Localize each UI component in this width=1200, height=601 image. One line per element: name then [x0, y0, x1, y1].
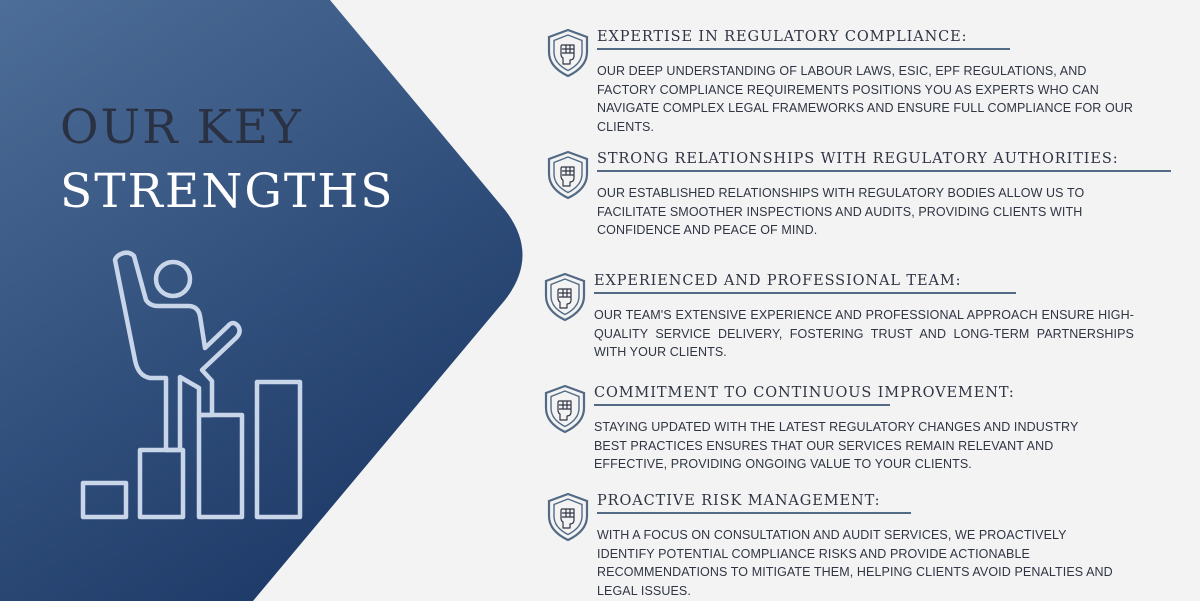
- title-underline: [597, 512, 911, 514]
- title-underline: [597, 170, 1171, 172]
- title-underline: [594, 404, 890, 406]
- fist-shield-icon: [547, 492, 589, 542]
- strength-title: STRONG RELATIONSHIPS WITH REGULATORY AUT…: [597, 151, 1119, 167]
- strength-item: EXPERTISE IN REGULATORY COMPLIANCE: OUR …: [547, 28, 1167, 134]
- strength-title: EXPERTISE IN REGULATORY COMPLIANCE:: [597, 29, 968, 45]
- title-underline: [597, 48, 1010, 50]
- strength-description: STAYING UPDATED WITH THE LATEST REGULATO…: [594, 420, 1079, 471]
- strength-item: COMMITMENT TO CONTINUOUS IMPROVEMENT: ST…: [544, 384, 1164, 474]
- strength-item: PROACTIVE RISK MANAGEMENT: WITH A FOCUS …: [547, 492, 1167, 598]
- strength-description: OUR DEEP UNDERSTANDING OF LABOUR LAWS, E…: [597, 64, 1134, 134]
- title-line-1: OUR KEY: [60, 100, 303, 155]
- strength-description: WITH A FOCUS ON CONSULTATION AND AUDIT S…: [597, 528, 1113, 598]
- title-underline: [594, 292, 1016, 294]
- fist-shield-icon: [547, 150, 589, 200]
- strength-description: OUR ESTABLISHED RELATIONSHIPS WITH REGUL…: [597, 186, 1085, 237]
- strength-item: EXPERIENCED AND PROFESSIONAL TEAM: OUR T…: [544, 272, 1164, 362]
- strength-description: OUR TEAM'S EXTENSIVE EXPERIENCE AND PROF…: [594, 308, 1134, 359]
- title-line-2: STRENGTHS: [60, 164, 395, 219]
- fist-shield-icon: [544, 384, 586, 434]
- strength-title: PROACTIVE RISK MANAGEMENT:: [597, 493, 881, 509]
- strength-item: STRONG RELATIONSHIPS WITH REGULATORY AUT…: [547, 150, 1171, 240]
- fist-shield-icon: [544, 272, 586, 322]
- fist-shield-icon: [547, 28, 589, 78]
- page-title: OUR KEY STRENGTHS: [60, 96, 394, 224]
- strength-title: COMMITMENT TO CONTINUOUS IMPROVEMENT:: [594, 385, 1015, 401]
- strength-title: EXPERIENCED AND PROFESSIONAL TEAM:: [594, 273, 962, 289]
- person-climbing-bar-steps-icon: [80, 250, 303, 520]
